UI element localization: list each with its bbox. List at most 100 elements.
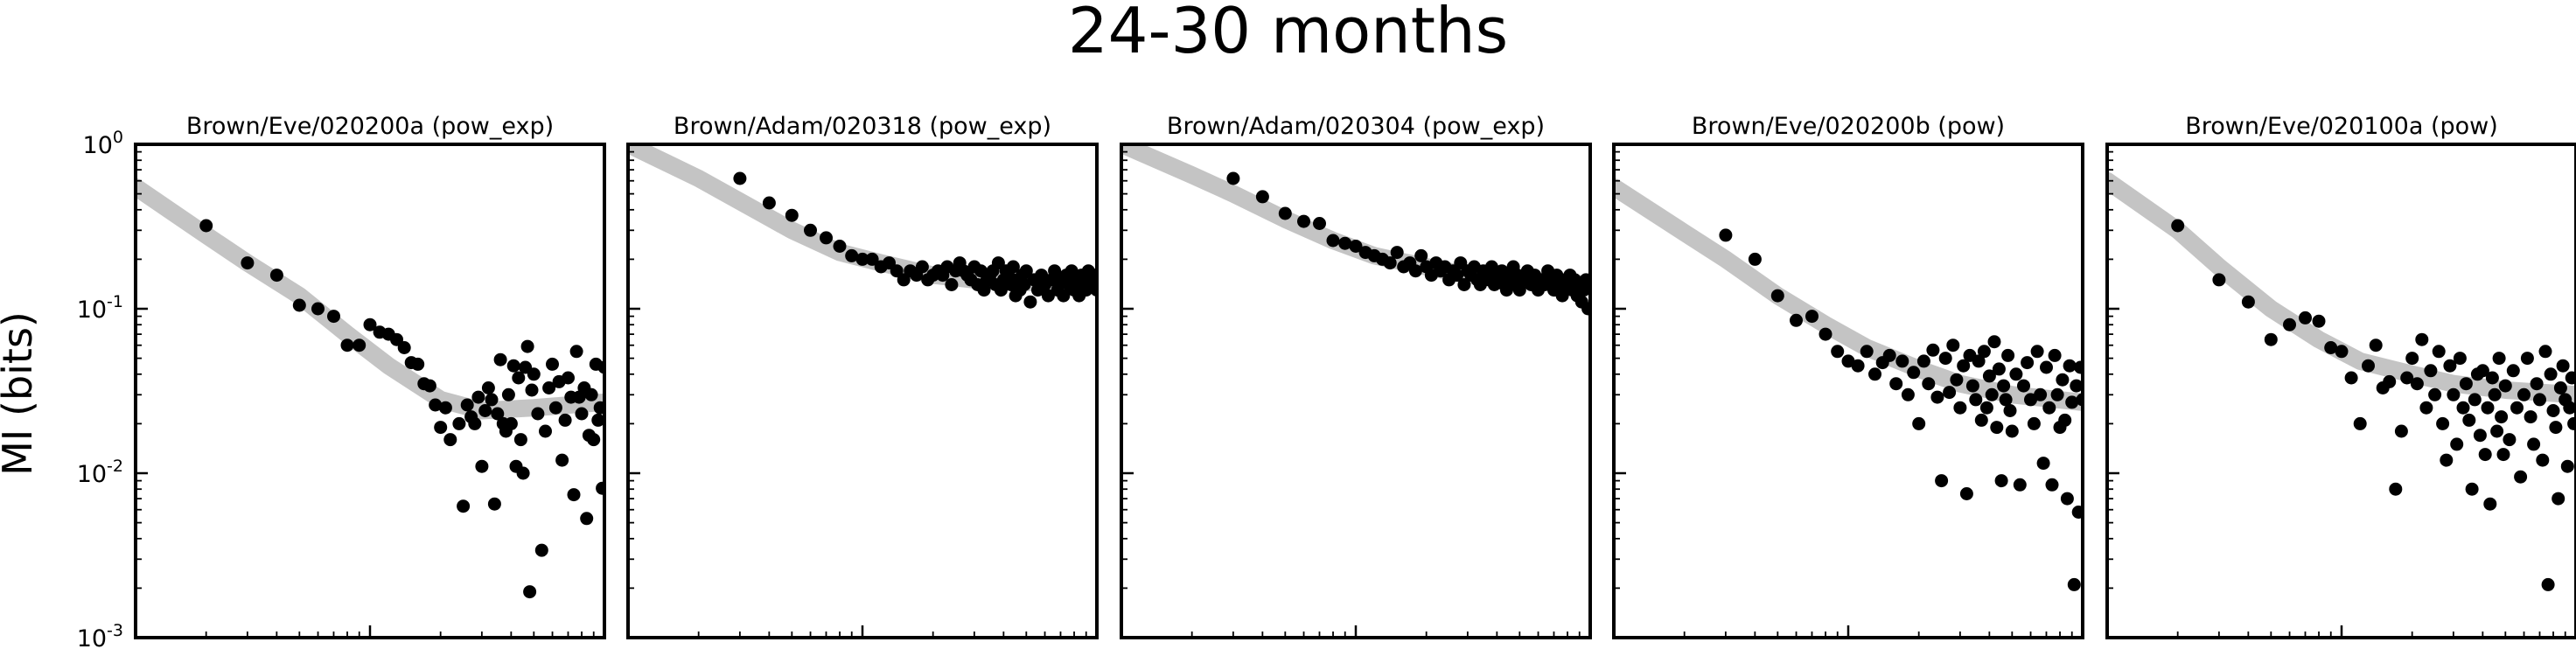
data-point <box>363 318 377 331</box>
data-point <box>2410 377 2424 391</box>
data-point <box>546 357 559 371</box>
data-point <box>2063 359 2077 373</box>
data-point <box>2524 410 2538 424</box>
axes-frame <box>1120 143 1592 639</box>
data-point <box>1226 171 1240 185</box>
data-point <box>512 371 526 385</box>
data-point <box>2264 332 2278 346</box>
data-point <box>593 401 604 415</box>
data-point <box>733 171 747 185</box>
data-point <box>2485 371 2499 385</box>
axes-frame <box>626 143 1099 639</box>
data-point <box>833 240 847 253</box>
data-point <box>2419 401 2433 415</box>
data-point <box>2462 413 2476 427</box>
data-point <box>2498 379 2512 393</box>
data-point <box>2556 359 2570 373</box>
data-point <box>501 387 515 401</box>
data-point <box>915 260 929 274</box>
data-point <box>1922 377 1936 391</box>
data-point <box>569 345 583 359</box>
data-point <box>762 196 776 210</box>
plot-area <box>628 144 1097 309</box>
data-point <box>269 269 283 283</box>
data-point <box>2465 482 2479 496</box>
data-point <box>2436 416 2450 430</box>
data-point <box>2362 359 2375 373</box>
data-point <box>2553 381 2567 394</box>
data-point <box>2536 453 2550 467</box>
data-point <box>548 401 562 415</box>
data-point <box>1805 310 1819 324</box>
data-point <box>567 488 581 502</box>
data-point <box>1965 379 1979 393</box>
data-point <box>2432 345 2446 359</box>
axis-ticks <box>136 143 595 639</box>
data-point <box>2483 497 2497 511</box>
data-point <box>516 466 530 480</box>
panel-2: Brown/Adam/020318 (pow_exp) <box>626 113 1099 639</box>
data-point <box>2048 348 2062 362</box>
data-point <box>890 264 904 278</box>
data-point <box>2335 345 2349 359</box>
data-point <box>2065 395 2079 409</box>
data-point <box>2541 577 2555 591</box>
data-point <box>2567 416 2576 430</box>
data-point <box>2456 401 2470 415</box>
data-point <box>1450 269 1464 283</box>
data-point <box>1383 256 1397 270</box>
data-point <box>2017 379 2030 393</box>
data-point <box>471 390 485 404</box>
data-point <box>443 433 457 447</box>
data-point <box>1512 283 1526 297</box>
data-point <box>1770 289 1784 303</box>
data-point <box>241 256 255 270</box>
data-point <box>1278 206 1292 220</box>
data-point <box>1997 379 2011 393</box>
data-point <box>1860 345 1874 359</box>
data-point <box>2036 457 2050 471</box>
data-point <box>485 393 499 407</box>
data-point <box>523 585 537 599</box>
data-point <box>2067 577 2081 591</box>
data-point <box>2549 421 2563 435</box>
data-point <box>2453 352 2467 366</box>
fit-curve <box>2107 171 2576 404</box>
data-point <box>2353 416 2367 430</box>
data-point <box>487 497 501 511</box>
data-point <box>2389 482 2403 496</box>
panel-2-title: Brown/Adam/020318 (pow_exp) <box>674 113 1051 140</box>
data-point <box>2510 401 2524 415</box>
data-point <box>1255 190 1269 204</box>
data-point <box>542 381 556 394</box>
data-point <box>575 407 589 421</box>
data-point <box>2514 470 2528 484</box>
data-point <box>468 416 482 430</box>
data-point <box>1390 246 1404 260</box>
data-point <box>411 357 425 371</box>
data-point <box>1882 348 1896 362</box>
data-point <box>1987 335 2001 349</box>
data-point <box>1297 214 1310 228</box>
data-point <box>452 416 466 430</box>
data-point <box>1057 289 1071 303</box>
data-point <box>1868 367 1881 381</box>
data-point <box>2070 379 2083 393</box>
data-point <box>804 223 817 237</box>
axis-ticks <box>1121 143 1581 639</box>
data-point <box>2565 371 2576 385</box>
data-point <box>2546 404 2560 417</box>
figure-title: 24-30 months <box>1067 0 1509 67</box>
data-point <box>2034 387 2048 401</box>
data-point <box>1790 313 1803 327</box>
data-point <box>1907 366 1921 380</box>
y-tick-label: 100 <box>83 128 123 159</box>
data-point <box>1581 302 1590 316</box>
data-point <box>562 371 575 385</box>
data-point <box>1017 278 1031 291</box>
data-point <box>1313 217 1326 230</box>
data-point <box>2405 352 2419 366</box>
data-point <box>2071 506 2083 519</box>
data-point <box>1990 421 2004 435</box>
data-point <box>481 381 495 394</box>
